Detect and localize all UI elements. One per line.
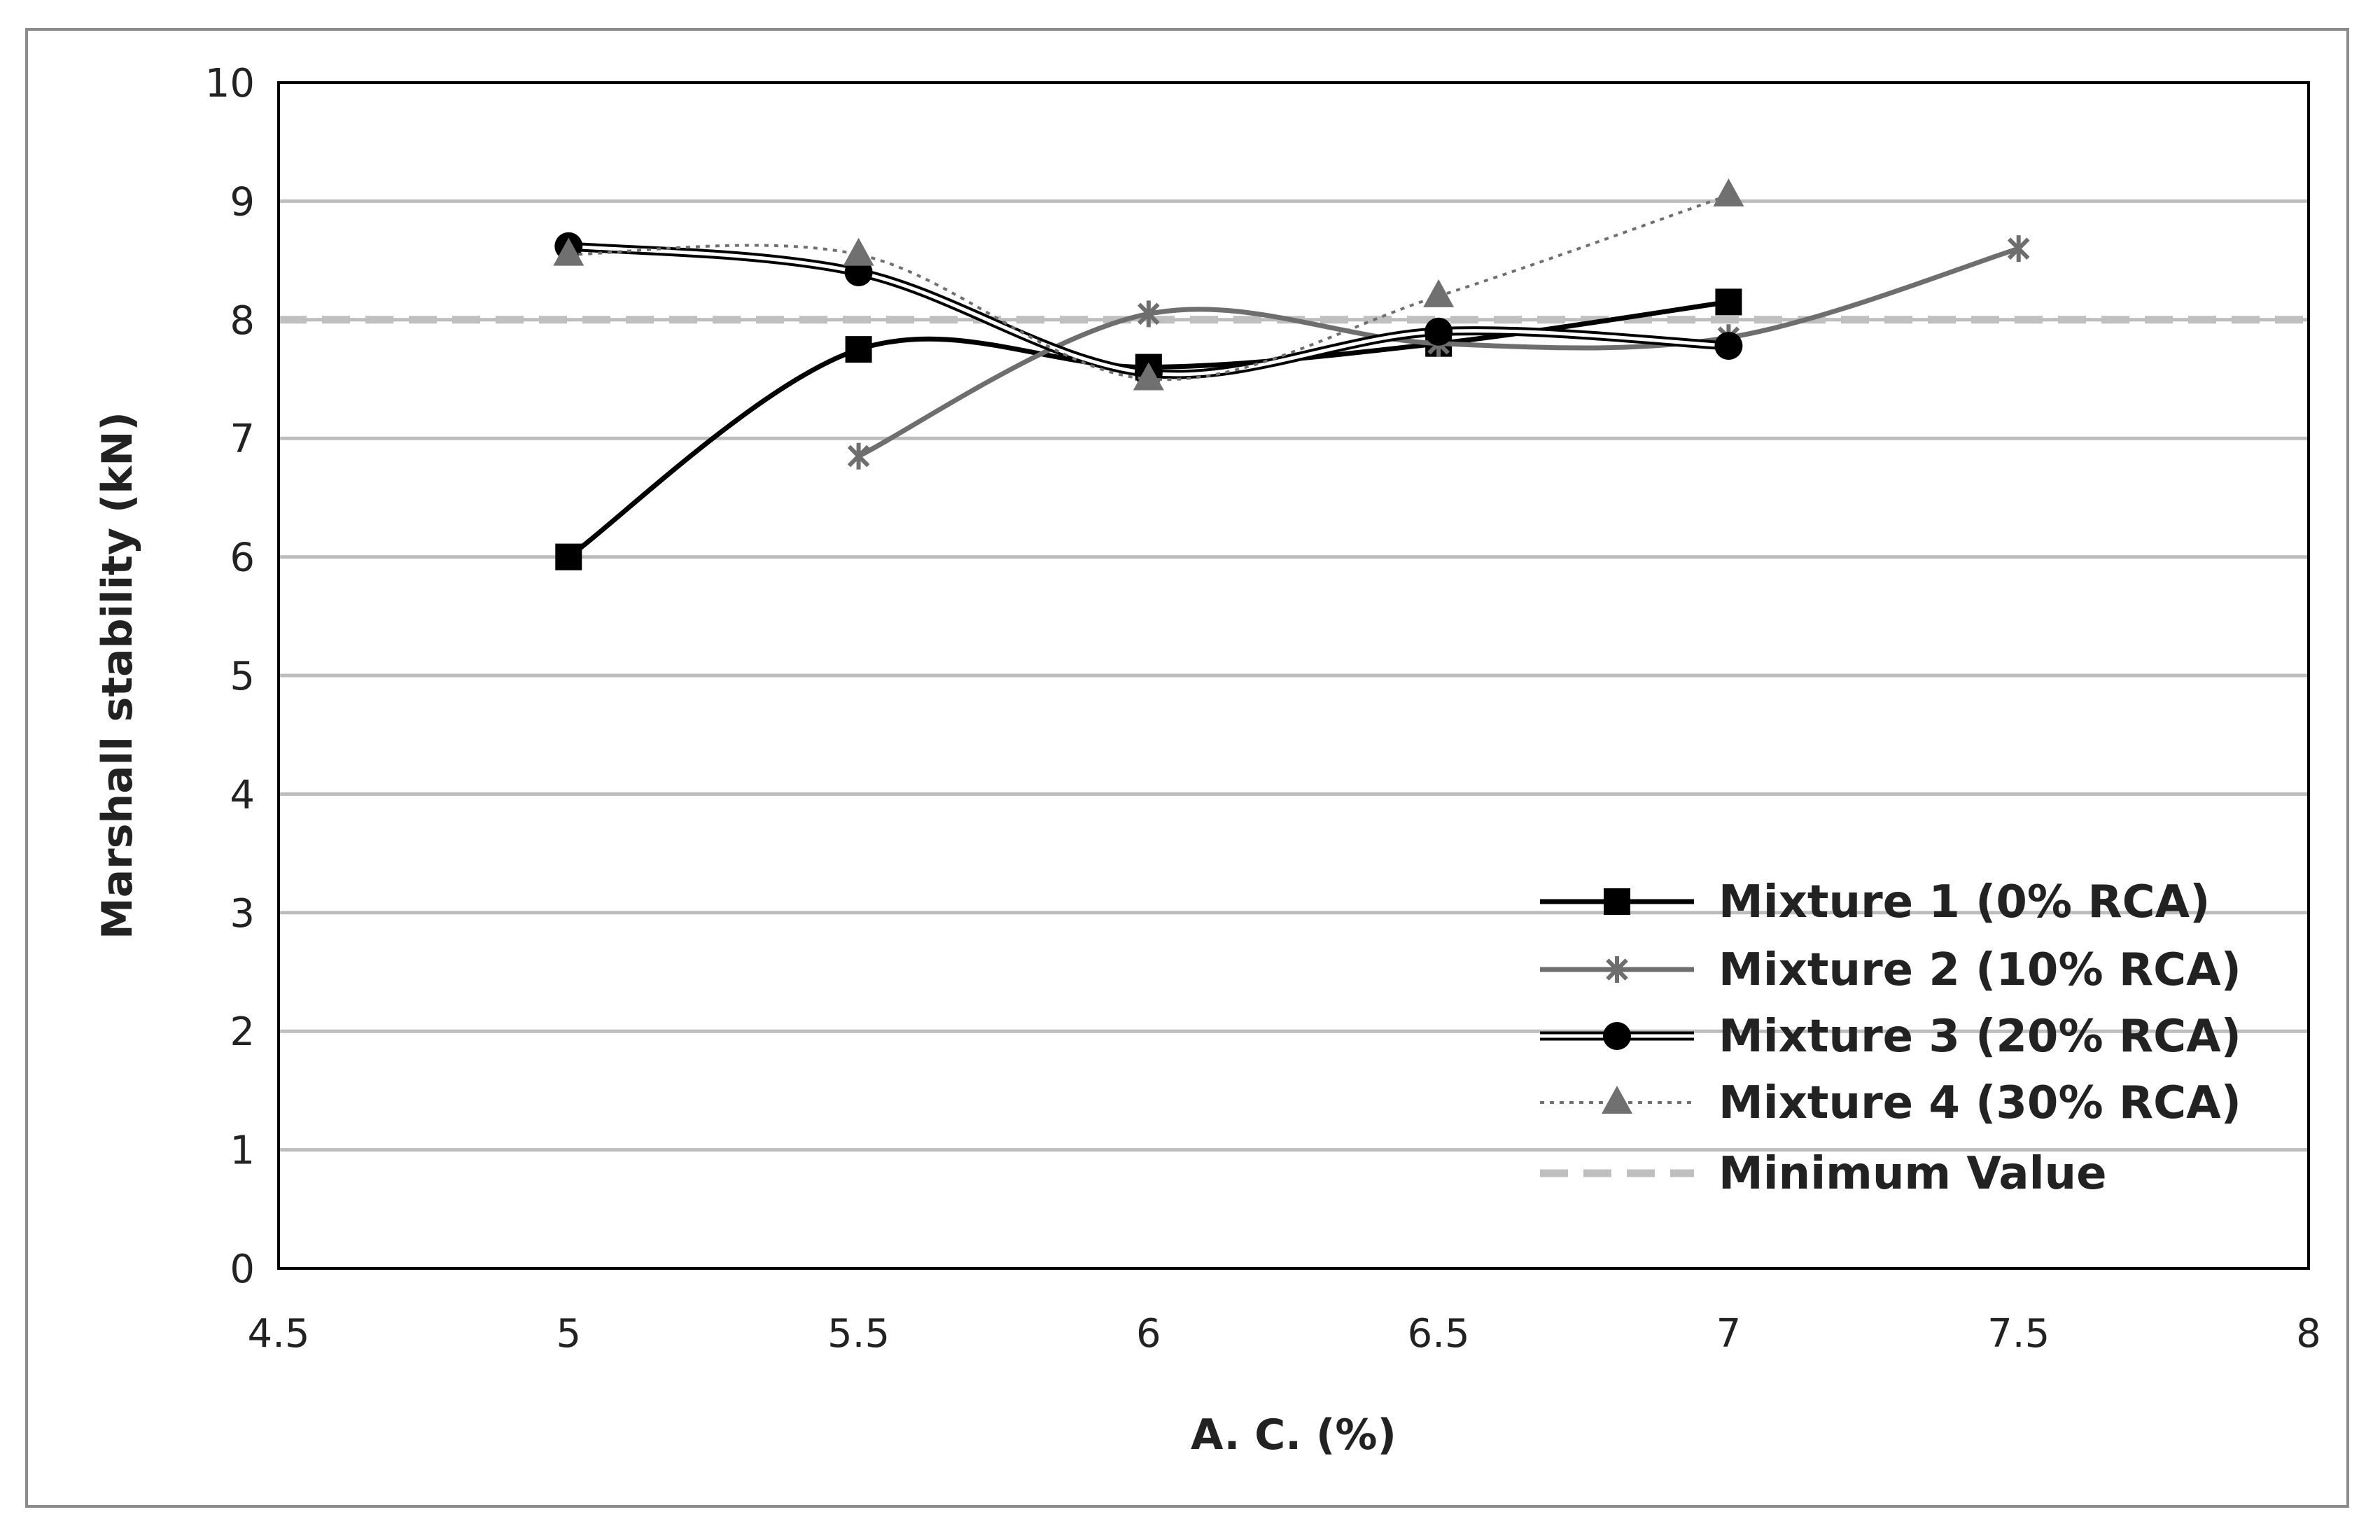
y-tick-label-7: 7 [230,416,255,462]
legend-item-mixture-3: Mixture 3 (20% RCA) [1540,1011,2241,1063]
x-tick-label-6: 6 [1136,1311,1161,1357]
series-mixture-4-point-6 [1133,362,1164,391]
legend-swatch-marker-1 [1604,888,1630,915]
legend: Mixture 1 (0% RCA) Mixture 2 (10% RCA) Mix… [1540,876,2241,1200]
y-tick-label-6: 6 [230,536,255,581]
legend-label-mixture-3: Mixture 3 (20% RCA) [1718,1011,2241,1063]
legend-swatch-marker-4 [1602,1086,1632,1114]
series-mixture-4-line [568,194,1730,382]
legend-label-mixture-2: Mixture 2 (10% RCA) [1718,944,2241,996]
legend-label-mixture-4: Mixture 4 (30% RCA) [1718,1077,2241,1129]
legend-label-minimum-value: Minimum Value [1718,1148,2106,1200]
legend-swatch-marker-3 [1603,1022,1631,1050]
series-mixture-2-point-6 [1138,300,1160,328]
y-tick-label-0: 0 [230,1247,255,1292]
series-layer [553,178,2030,570]
series-mixture-3-point-6.5 [1424,317,1453,346]
legend-item-minimum-value: Minimum Value [1540,1148,2106,1200]
series-mixture-2-point-7.5 [2007,235,2030,262]
plot-area-border [277,81,2310,1270]
legend-item-mixture-4: Mixture 4 (30% RCA) [1540,1077,2241,1129]
series-mixture-3-point-7 [1714,332,1743,360]
y-tick-label-4: 4 [230,772,255,818]
series-mixture-1-point-7 [1715,288,1742,316]
y-tick-label-5: 5 [230,654,255,699]
x-axis-title: A. C. (%) [1191,1410,1396,1460]
series-mixture-2-point-5.5 [847,442,870,470]
legend-swatch-marker-2 [1606,956,1628,983]
x-tick-label-7.5: 7.5 [1987,1311,2050,1357]
x-tick-label-8: 8 [2296,1311,2321,1357]
grid-lines [279,199,2309,1152]
series-mixture-4-point-5 [553,237,584,266]
series-mixture-4-point-5.5 [843,237,874,266]
y-tick-label-3: 3 [230,891,255,937]
y-tick-label-2: 2 [230,1009,255,1055]
y-axis-ticks: 0 1 2 3 4 5 6 7 8 9 10 [205,61,255,1292]
y-tick-label-9: 9 [230,179,255,225]
series-mixture-1-point-5 [555,543,582,570]
y-axis-title: Marshall stability (kN) [93,412,142,939]
legend-item-mixture-2: Mixture 2 (10% RCA) [1540,944,2241,996]
series-mixture-1-point-5.5 [845,336,872,363]
series-mixture-4-point-6.5 [1423,279,1455,307]
x-axis-ticks: 4.5 5 5.5 6 6.5 7 7.5 8 [247,1311,2320,1357]
chart-frame [25,28,2349,1508]
legend-item-mixture-1: Mixture 1 (0% RCA) [1540,876,2210,928]
x-tick-label-5: 5 [556,1311,581,1357]
y-tick-label-1: 1 [230,1128,255,1174]
y-tick-label-10: 10 [205,61,255,106]
x-tick-label-5.5: 5.5 [827,1311,890,1357]
y-tick-label-8: 8 [230,298,255,344]
x-tick-label-7: 7 [1716,1311,1742,1357]
series-mixture-1-line [567,299,1729,559]
series-mixture-4-point-7 [1713,178,1744,206]
series-mixture-4 [553,178,1744,391]
legend-label-mixture-1: Mixture 1 (0% RCA) [1718,876,2210,928]
x-tick-label-4.5: 4.5 [247,1311,309,1357]
x-tick-label-6.5: 6.5 [1408,1311,1470,1357]
